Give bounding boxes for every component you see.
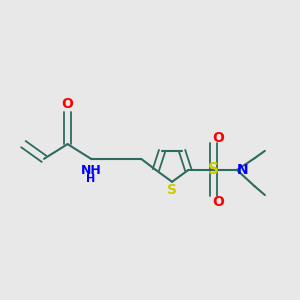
Text: NH: NH — [81, 164, 101, 177]
Text: O: O — [61, 98, 74, 111]
Text: S: S — [208, 163, 219, 178]
Text: N: N — [237, 163, 249, 177]
Text: H: H — [86, 174, 96, 184]
Text: O: O — [213, 195, 225, 209]
Text: S: S — [167, 183, 177, 197]
Text: O: O — [213, 131, 225, 145]
